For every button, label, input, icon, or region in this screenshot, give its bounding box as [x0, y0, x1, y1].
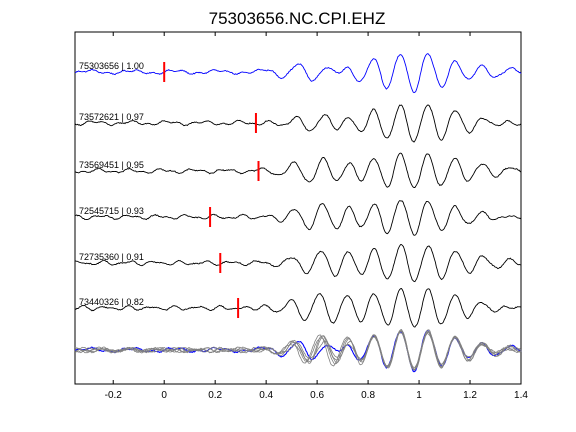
trace-line: [74, 104, 522, 143]
trace-line: [74, 287, 522, 328]
pick-markers-group: [163, 62, 260, 318]
chart-title: 75303656.NC.CPI.EHZ: [209, 9, 386, 28]
x-tick-label: 0.4: [259, 390, 273, 401]
x-tick-label: 0.6: [310, 390, 324, 401]
x-tick-label: 1.4: [514, 390, 528, 401]
traces-group: [74, 53, 522, 373]
x-axis: -0.2 0 0.2 0.4 0.6 0.8 1 1.2 1.4: [105, 32, 528, 401]
x-tick-label: -0.2: [105, 390, 123, 401]
plot-frame: [74, 31, 522, 385]
x-tick-label: 0.2: [208, 390, 222, 401]
x-tick-label: 1.2: [463, 390, 477, 401]
x-tick-label: 1: [416, 390, 422, 401]
trace-label: 72735360 | 0.91: [79, 252, 144, 262]
trace-label: 72545715 | 0.93: [79, 206, 144, 216]
trace-line: [74, 200, 522, 236]
trace-label: 73569451 | 0.95: [79, 160, 144, 170]
trace-line: [74, 152, 522, 188]
trace-label: 75303656 | 1.00: [79, 61, 144, 71]
overlay-trace-line: [74, 329, 522, 371]
trace-line: [75, 53, 522, 94]
trace-label: 73572621 | 0.97: [79, 112, 144, 122]
trace-label: 73440326 | 0.82: [79, 297, 144, 307]
trace-line: [74, 244, 521, 283]
x-tick-label: 0: [161, 390, 167, 401]
x-tick-label: 0.8: [361, 390, 375, 401]
trace-labels-group: 75303656 | 1.00 73572621 | 0.97 73569451 |…: [79, 61, 144, 307]
